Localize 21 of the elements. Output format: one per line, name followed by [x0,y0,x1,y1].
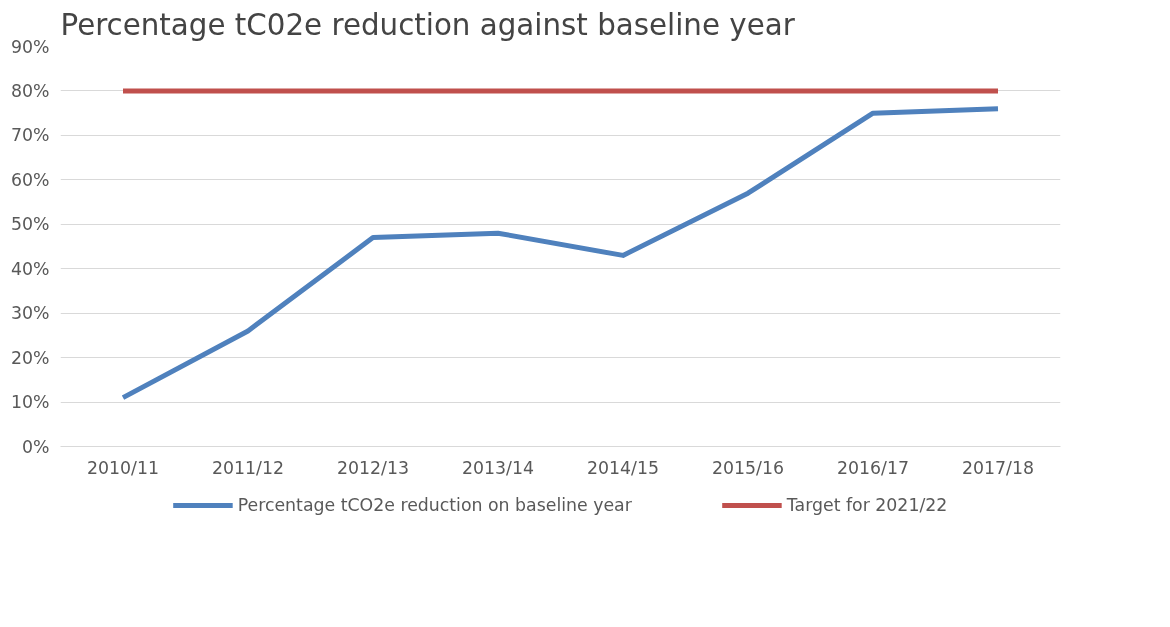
y-tick-label: 50% [10,214,50,235]
x-tick-label: 2014/15 [587,457,660,478]
y-tick-label: 30% [10,303,50,324]
x-tick-label: 2012/13 [337,457,410,478]
y-tick-label: 0% [22,436,50,457]
x-tick-label: 2017/18 [962,457,1035,478]
x-tick-label: 2016/17 [837,457,910,478]
y-tick-label: 60% [10,169,50,190]
y-tick-label: 40% [10,258,50,279]
legend-label: Target for 2021/22 [786,495,948,515]
x-tick-label: 2011/12 [212,457,285,478]
x-tick-label: 2013/14 [462,457,535,478]
legend-label: Percentage tCO2e reduction on baseline year [237,495,632,515]
y-tick-label: 10% [10,392,50,413]
y-tick-label: 20% [10,347,50,368]
x-tick-label: 2015/16 [712,457,785,478]
y-tick-label: 80% [10,80,50,101]
y-tick-label: 70% [10,125,50,146]
x-tick-label: 2010/11 [87,457,160,478]
y-tick-label: 90% [10,36,50,57]
chart-title: Percentage tC02e reduction against baseline year [60,7,796,42]
